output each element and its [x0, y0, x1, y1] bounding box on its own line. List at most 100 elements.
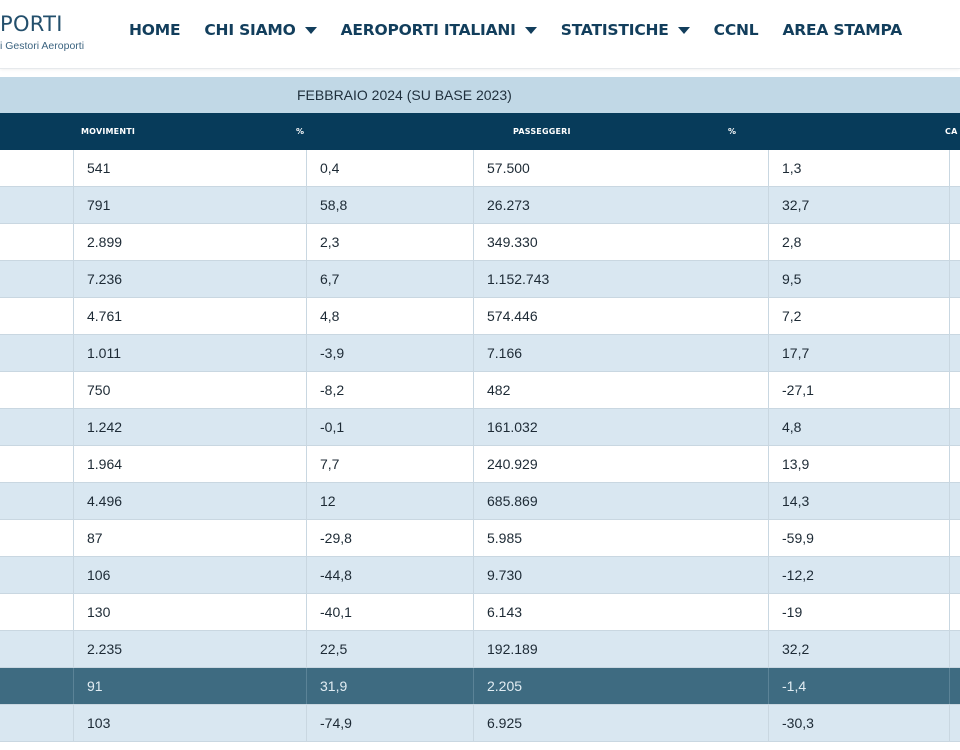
nav-chi-siamo[interactable]: CHI SIAMO	[204, 21, 317, 39]
nav-area-stampa[interactable]: AREA STAMPA	[782, 21, 902, 39]
table-cell-truncated	[949, 705, 960, 741]
table-cell-movimenti: 130	[73, 594, 306, 630]
table-cell-pax-pct: 7,2	[768, 298, 949, 334]
nav-label: AEROPORTI ITALIANI	[340, 21, 516, 39]
table-cell-mov-pct: 2,3	[306, 224, 473, 260]
table-cell-movimenti: 750	[73, 372, 306, 408]
table-cell-movimenti: 1.964	[73, 446, 306, 482]
table-cell-pax-pct: 32,7	[768, 187, 949, 223]
table-cell-passeggeri: 240.929	[473, 446, 768, 482]
table-cell-passeggeri: 2.205	[473, 668, 768, 704]
table-cell-movimenti: 4.761	[73, 298, 306, 334]
nav-label: CCNL	[713, 21, 759, 39]
table-row[interactable]: 7.236 6,7 1.152.743 9,5	[0, 261, 960, 298]
nav-label: STATISTICHE	[560, 21, 669, 39]
table-cell-passeggeri: 349.330	[473, 224, 768, 260]
table-cell-pax-pct: -27,1	[768, 372, 949, 408]
table-cell-pax-pct: 17,7	[768, 335, 949, 371]
table-cell-movimenti: 4.496	[73, 483, 306, 519]
column-header-movimenti[interactable]: MOVIMENTI	[81, 127, 136, 136]
table-cell-mov-pct: -3,9	[306, 335, 473, 371]
nav-label: CHI SIAMO	[204, 21, 296, 39]
table-row[interactable]: 130 -40,1 6.143 -19	[0, 594, 960, 631]
table-row[interactable]: 103 -74,9 6.925 -30,3	[0, 705, 960, 742]
table-column-header: MOVIMENTI % PASSEGGERI % CA	[0, 113, 960, 150]
table-cell-mov-pct: -29,8	[306, 520, 473, 556]
chevron-down-icon[interactable]	[524, 26, 537, 34]
table-cell-truncated	[949, 372, 960, 408]
table-cell-pax-pct: 2,8	[768, 224, 949, 260]
table-body: 541 0,4 57.500 1,3 791 58,8 26.273 32,7 2.899 2,3…	[0, 150, 960, 742]
table-cell-passeggeri: 1.152.743	[473, 261, 768, 297]
table-cell-pax-pct: 1,3	[768, 150, 949, 186]
table-row[interactable]: 541 0,4 57.500 1,3	[0, 150, 960, 187]
table-cell-passeggeri: 161.032	[473, 409, 768, 445]
table-cell-pax-pct: -12,2	[768, 557, 949, 593]
table-cell-truncated	[949, 298, 960, 334]
table-row[interactable]: 1.011 -3,9 7.166 17,7	[0, 335, 960, 372]
table-cell-passeggeri: 6.143	[473, 594, 768, 630]
table-cell-truncated	[949, 483, 960, 519]
table-cell-mov-pct: -0,1	[306, 409, 473, 445]
table-cell-movimenti: 103	[73, 705, 306, 741]
table-cell-pax-pct: 4,8	[768, 409, 949, 445]
table-cell-truncated	[949, 520, 960, 556]
table-row[interactable]: 4.496 12 685.869 14,3	[0, 483, 960, 520]
column-header-passeggeri-pct[interactable]: %	[728, 127, 737, 136]
nav-home[interactable]: HOME	[129, 21, 181, 39]
table-cell-passeggeri: 5.985	[473, 520, 768, 556]
table-row[interactable]: 2.235 22,5 192.189 32,2	[0, 631, 960, 668]
table-cell-pax-pct: -30,3	[768, 705, 949, 741]
table-cell-truncated	[949, 557, 960, 593]
table-row[interactable]: 750 -8,2 482 -27,1	[0, 372, 960, 409]
table-cell-movimenti: 106	[73, 557, 306, 593]
table-cell-mov-pct: 58,8	[306, 187, 473, 223]
table-row[interactable]: 91 31,9 2.205 -1,4	[0, 668, 960, 705]
site-header: PORTI i Gestori Aeroporti HOME CHI SIAMO A…	[0, 0, 960, 69]
table-row[interactable]: 1.964 7,7 240.929 13,9	[0, 446, 960, 483]
table-cell-truncated	[949, 150, 960, 186]
table-cell-movimenti: 1.242	[73, 409, 306, 445]
column-header-movimenti-pct[interactable]: %	[296, 127, 305, 136]
table-cell-mov-pct: -8,2	[306, 372, 473, 408]
logo-text[interactable]: PORTI	[0, 12, 63, 36]
table-cell-passeggeri: 57.500	[473, 150, 768, 186]
table-cell-passeggeri: 482	[473, 372, 768, 408]
table-cell-mov-pct: 31,9	[306, 668, 473, 704]
table-cell-mov-pct: -74,9	[306, 705, 473, 741]
column-header-truncated[interactable]: CA	[945, 127, 958, 136]
table-row[interactable]: 791 58,8 26.273 32,7	[0, 187, 960, 224]
column-header-passeggeri[interactable]: PASSEGGERI	[513, 127, 571, 136]
table-row[interactable]: 106 -44,8 9.730 -12,2	[0, 557, 960, 594]
table-cell-passeggeri: 6.925	[473, 705, 768, 741]
nav-statistiche[interactable]: STATISTICHE	[561, 21, 690, 39]
table-cell-mov-pct: 0,4	[306, 150, 473, 186]
table-row[interactable]: 2.899 2,3 349.330 2,8	[0, 224, 960, 261]
table-cell-movimenti: 91	[73, 668, 306, 704]
table-cell-movimenti: 87	[73, 520, 306, 556]
table-cell-truncated	[949, 631, 960, 667]
chevron-down-icon[interactable]	[304, 26, 317, 34]
table-cell-truncated	[949, 594, 960, 630]
table-cell-movimenti: 2.235	[73, 631, 306, 667]
table-cell-pax-pct: 32,2	[768, 631, 949, 667]
table-cell-passeggeri: 574.446	[473, 298, 768, 334]
table-cell-pax-pct: -19	[768, 594, 949, 630]
table-cell-pax-pct: 13,9	[768, 446, 949, 482]
table-cell-mov-pct: -40,1	[306, 594, 473, 630]
table-cell-mov-pct: 6,7	[306, 261, 473, 297]
table-cell-truncated	[949, 224, 960, 260]
nav-aeroporti-italiani[interactable]: AEROPORTI ITALIANI	[341, 21, 537, 39]
table-cell-truncated	[949, 261, 960, 297]
nav-ccnl[interactable]: CCNL	[714, 21, 759, 39]
table-row[interactable]: 4.761 4,8 574.446 7,2	[0, 298, 960, 335]
table-cell-passeggeri: 685.869	[473, 483, 768, 519]
table-row[interactable]: 87 -29,8 5.985 -59,9	[0, 520, 960, 557]
table-cell-mov-pct: 22,5	[306, 631, 473, 667]
table-row[interactable]: 1.242 -0,1 161.032 4,8	[0, 409, 960, 446]
table-cell-passeggeri: 9.730	[473, 557, 768, 593]
table-cell-movimenti: 791	[73, 187, 306, 223]
table-cell-movimenti: 7.236	[73, 261, 306, 297]
chevron-down-icon[interactable]	[677, 26, 690, 34]
table-cell-truncated	[949, 668, 960, 704]
